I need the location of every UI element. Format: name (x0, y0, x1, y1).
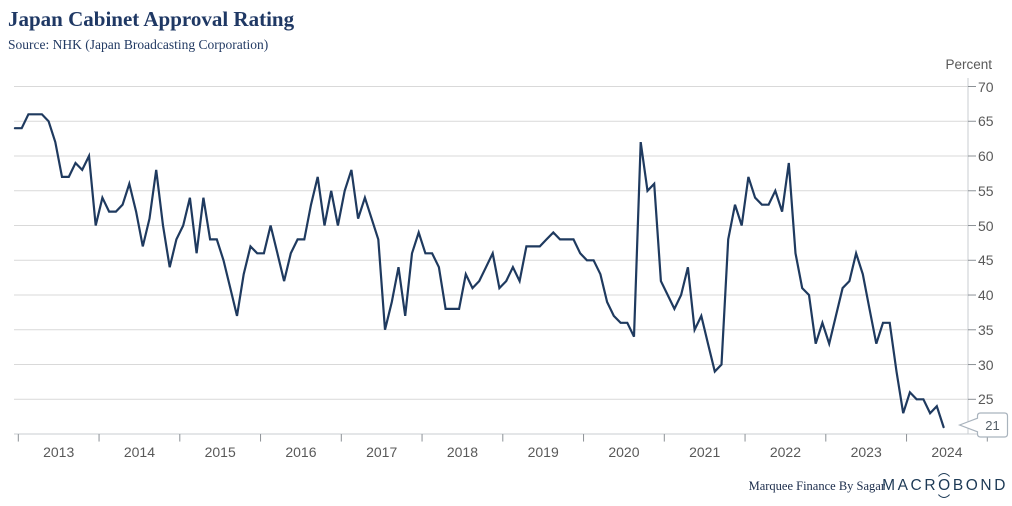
y-axis-label: 35 (978, 321, 994, 338)
y-axis-label: 40 (978, 287, 994, 304)
y-axis-label: 60 (978, 148, 994, 164)
last-value-label: 21 (985, 418, 999, 433)
y-axis-unit-label: Percent (945, 57, 992, 72)
approval-line-series (13, 113, 945, 429)
x-axis-label: 2013 (43, 444, 75, 460)
logo-text-left: MACR (882, 477, 939, 494)
watermark-text: Marquee Finance By Sagar (748, 479, 885, 493)
x-axis-label: 2019 (527, 444, 559, 460)
y-axis-label: 25 (978, 391, 994, 408)
x-axis-label: 2015 (204, 444, 236, 460)
x-axis-label: 2017 (366, 444, 398, 460)
x-axis-label: 2018 (446, 444, 478, 460)
macrobond-logo: MACROBOND (882, 473, 1008, 498)
logo-text-right: BOND (952, 477, 1008, 494)
y-axis-label: 45 (978, 252, 994, 269)
x-axis-label: 2020 (608, 444, 640, 460)
x-axis-label: 2016 (285, 444, 317, 460)
x-axis-label: 2024 (931, 444, 963, 460)
chart-source: Source: NHK (Japan Broadcasting Corporat… (8, 37, 269, 52)
x-axis-label: 2021 (689, 444, 721, 460)
page-title: Japan Cabinet Approval Rating (8, 7, 295, 31)
logo-orbit-o: O (935, 473, 953, 498)
y-axis-label: 70 (978, 78, 994, 95)
last-value-callout (957, 412, 1009, 438)
y-axis-label: 55 (978, 182, 994, 199)
y-axis-label: 65 (978, 113, 994, 130)
y-axis-label: 50 (978, 217, 994, 234)
y-axis-label: 30 (978, 356, 994, 373)
x-axis-label: 2023 (850, 444, 882, 460)
x-axis-label: 2022 (769, 444, 801, 460)
x-axis-label: 2014 (123, 444, 155, 460)
